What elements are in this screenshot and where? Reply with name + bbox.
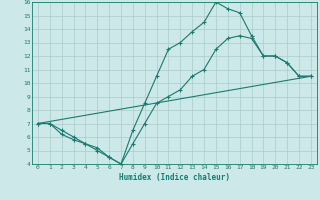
X-axis label: Humidex (Indice chaleur): Humidex (Indice chaleur)	[119, 173, 230, 182]
